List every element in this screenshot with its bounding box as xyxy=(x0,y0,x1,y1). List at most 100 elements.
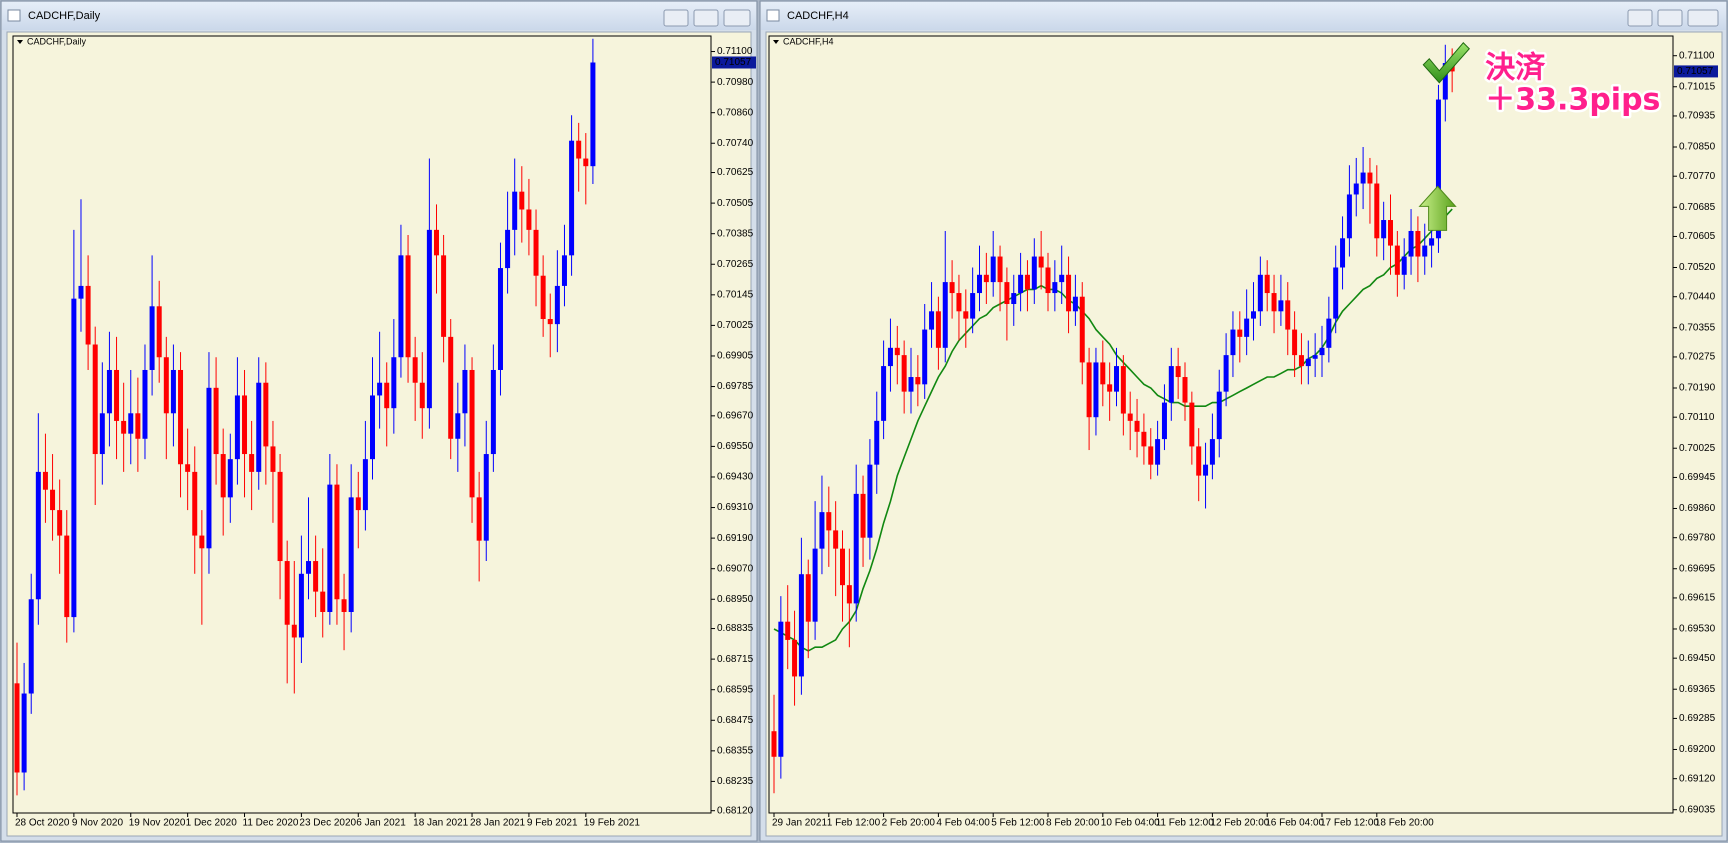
candle-body xyxy=(1100,362,1106,385)
candle-body xyxy=(1381,220,1387,239)
y-tick-label: 0.70740 xyxy=(717,138,754,149)
y-tick-label: 0.70265 xyxy=(717,259,754,270)
y-tick-label: 0.70980 xyxy=(717,77,754,88)
charts: CADCHF,Daily CADCHF,Daily 0.71100 0.70980 0.… xyxy=(12,10,1718,829)
maximize-button[interactable] xyxy=(1657,9,1683,27)
candle-body xyxy=(1360,172,1366,184)
y-tick-label: 0.70025 xyxy=(1679,443,1716,454)
maximize-button[interactable] xyxy=(693,9,719,27)
y-tick-label: 0.69450 xyxy=(1679,653,1716,664)
candle-body xyxy=(419,382,425,409)
candle-body xyxy=(922,329,928,385)
y-tick-label: 0.69200 xyxy=(1679,744,1716,755)
y-tick-label: 0.71015 xyxy=(1679,81,1716,92)
y-tick-label: 0.68475 xyxy=(717,715,754,726)
y-tick-label: 0.68715 xyxy=(717,654,754,665)
candle-body xyxy=(227,459,233,498)
candle-body xyxy=(1066,274,1072,312)
y-tick-label: 0.70860 xyxy=(717,107,754,118)
candle-body xyxy=(990,256,996,283)
candle-body xyxy=(163,357,169,414)
candle-body xyxy=(1237,329,1243,337)
candle-body xyxy=(983,274,989,283)
candle-body xyxy=(1244,318,1250,337)
candle-body xyxy=(583,158,589,167)
candle-body xyxy=(476,497,482,541)
candle-body xyxy=(1230,329,1236,356)
candle-body xyxy=(569,140,575,256)
close-button[interactable] xyxy=(723,9,751,27)
candle-body xyxy=(1209,439,1215,465)
candle-body xyxy=(242,395,248,455)
candle-body xyxy=(805,574,811,622)
minimize-button[interactable] xyxy=(663,9,689,27)
last-price-box xyxy=(712,56,756,69)
candle-body xyxy=(1388,220,1393,246)
candle-body xyxy=(1333,267,1339,319)
candle-body xyxy=(106,369,112,414)
candle-body xyxy=(833,530,839,549)
candle-body xyxy=(306,561,312,574)
candle-body xyxy=(149,306,155,370)
candle-body xyxy=(313,561,319,592)
candle-body xyxy=(50,489,56,511)
candle-body xyxy=(590,62,596,167)
y-tick-label: 0.69530 xyxy=(1679,624,1716,635)
candle-body xyxy=(1312,355,1318,359)
x-tick-label: 9 Feb 2021 xyxy=(527,818,578,829)
x-tick-label: 19 Nov 2020 xyxy=(129,818,186,829)
candle-body xyxy=(1326,318,1332,348)
candle-body xyxy=(1086,362,1092,418)
candle-body xyxy=(21,693,27,773)
candle-body xyxy=(142,369,148,439)
candle-body xyxy=(819,512,825,549)
candle-body xyxy=(970,293,976,319)
candle-body xyxy=(220,454,226,498)
candle-body xyxy=(1429,238,1435,246)
candle-body xyxy=(370,395,375,460)
y-tick-label: 0.70440 xyxy=(1679,291,1716,302)
candle-body xyxy=(901,355,907,392)
candle-body xyxy=(327,484,333,612)
candle-body xyxy=(1182,377,1188,403)
candle-body xyxy=(270,446,276,472)
annotation: 決済 xyxy=(1485,50,1546,85)
candle-body xyxy=(908,377,914,392)
y-tick-label: 0.70625 xyxy=(717,167,754,178)
candle-body xyxy=(1148,446,1154,465)
candle-body xyxy=(405,255,411,358)
candle-body xyxy=(291,624,297,638)
y-tick-label: 0.71100 xyxy=(717,46,753,57)
window-title: CADCHF,H4 xyxy=(787,10,849,22)
candle-body xyxy=(206,387,212,549)
x-tick-label: 1 Dec 2020 xyxy=(186,818,238,829)
minimize-button[interactable] xyxy=(1627,9,1653,27)
candle-body xyxy=(1120,366,1126,414)
candle-body xyxy=(391,357,397,409)
candle-body xyxy=(1415,230,1421,257)
candle-body xyxy=(1031,256,1037,290)
candle-body xyxy=(812,548,818,622)
y-tick-label: 0.70520 xyxy=(1679,262,1716,273)
candle-body xyxy=(469,369,475,498)
candle-body xyxy=(533,229,539,276)
y-tick-label: 0.69945 xyxy=(1679,472,1716,483)
candle-body xyxy=(547,319,553,325)
candle-body xyxy=(1271,293,1277,312)
y-tick-label: 0.70385 xyxy=(717,228,754,239)
y-tick-label: 0.71100 xyxy=(1679,50,1715,61)
title-bar xyxy=(2,2,756,30)
y-tick-label: 0.70605 xyxy=(1679,231,1716,242)
y-tick-label: 0.69615 xyxy=(1679,593,1716,604)
plot-frame xyxy=(12,35,712,814)
x-tick-label: 23 Dec 2020 xyxy=(299,818,356,829)
y-tick-label: 0.69070 xyxy=(717,563,754,574)
candle-body xyxy=(234,395,240,460)
candle-body xyxy=(199,535,205,549)
close-button[interactable] xyxy=(1687,9,1719,27)
candle-body xyxy=(1038,256,1044,268)
moving-average xyxy=(773,208,1453,652)
y-tick-label: 0.69860 xyxy=(1679,503,1716,514)
y-tick-label: 0.68355 xyxy=(717,745,754,756)
last-price-box xyxy=(1674,65,1718,78)
